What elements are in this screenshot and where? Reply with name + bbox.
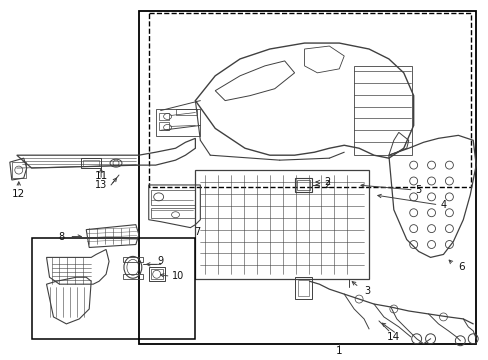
Bar (122, 274, 142, 279)
Bar (83, 160, 99, 166)
Bar (32, 238, 195, 339)
Bar (195, 170, 368, 279)
Bar (122, 257, 142, 262)
Text: 14: 14 (386, 332, 400, 342)
Text: 1: 1 (335, 346, 342, 356)
Text: 2: 2 (324, 180, 330, 190)
Bar (155, 109, 200, 136)
Text: 3: 3 (363, 286, 369, 296)
Text: 4: 4 (440, 200, 446, 210)
Text: 9: 9 (157, 256, 163, 266)
Bar (296, 180, 310, 190)
Text: 12: 12 (12, 189, 25, 199)
Bar (150, 190, 195, 205)
Bar (158, 122, 168, 130)
Bar (353, 66, 411, 155)
Bar (294, 178, 312, 192)
Bar (175, 109, 197, 114)
Bar (294, 277, 312, 299)
Text: 7: 7 (194, 226, 200, 237)
Text: 2: 2 (324, 177, 330, 187)
Bar (148, 13, 470, 187)
Text: 13: 13 (95, 180, 107, 190)
Text: 5: 5 (415, 185, 421, 195)
Bar (158, 113, 168, 121)
Bar (81, 158, 101, 168)
Bar (297, 280, 309, 296)
Bar (150, 208, 195, 218)
Text: 8: 8 (58, 231, 64, 242)
Text: 11: 11 (94, 171, 107, 181)
Text: 10: 10 (172, 271, 184, 281)
Text: 6: 6 (457, 262, 464, 272)
Bar (139, 11, 475, 344)
Bar (12, 162, 26, 178)
Bar (150, 269, 163, 279)
Bar (148, 267, 164, 281)
